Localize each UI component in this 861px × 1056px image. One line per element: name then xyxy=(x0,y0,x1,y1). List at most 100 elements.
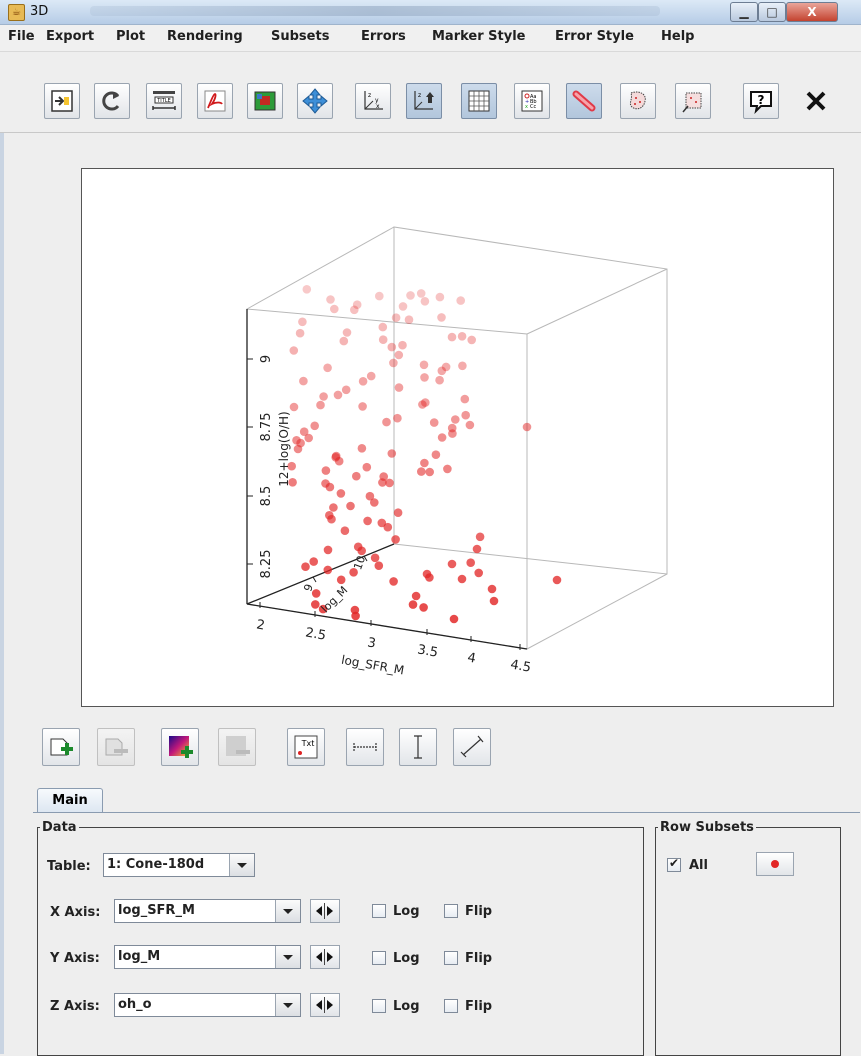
maximize-button[interactable]: □ xyxy=(758,2,786,22)
title-button[interactable]: TITLE xyxy=(146,83,182,119)
menu-rendering[interactable]: Rendering xyxy=(167,29,243,44)
replot-icon xyxy=(102,91,120,111)
z-axis-swap-button[interactable] xyxy=(310,993,340,1017)
x-axis-swap-button[interactable] xyxy=(310,899,340,923)
y-axis-label: log_M xyxy=(319,584,351,616)
plot-area[interactable]: 8.25 8.5 8.75 9 12+log(O/H) 2 2.5 3 3.5 … xyxy=(81,168,834,707)
replot-button[interactable] xyxy=(94,83,130,119)
chevron-down-icon[interactable] xyxy=(275,994,300,1016)
help-button[interactable]: ? xyxy=(743,83,779,119)
image-export-button[interactable] xyxy=(247,83,283,119)
x-log-checkbox[interactable] xyxy=(372,904,386,918)
data-point xyxy=(311,600,320,609)
data-point xyxy=(391,535,400,544)
menu-bar: File Export Plot Rendering Subsets Error… xyxy=(0,25,861,52)
data-point xyxy=(465,420,475,430)
antialias-button[interactable] xyxy=(566,83,602,119)
menu-marker-style[interactable]: Marker Style xyxy=(432,29,526,44)
data-point xyxy=(349,568,358,577)
new-window-button[interactable] xyxy=(44,83,80,119)
blob-subset-button[interactable] xyxy=(675,83,711,119)
antialias-icon xyxy=(572,90,596,112)
remove-dataset-button[interactable] xyxy=(97,728,135,766)
pdf-export-button[interactable] xyxy=(197,83,233,119)
data-point xyxy=(418,400,427,409)
data-markers xyxy=(287,285,562,624)
remove-auxiliary-button[interactable] xyxy=(218,728,256,766)
z-tick-label: 9 xyxy=(259,355,274,363)
data-point xyxy=(287,461,296,471)
grid-icon xyxy=(468,90,490,112)
data-group-legend: Data xyxy=(42,820,77,835)
axis-labels-button[interactable]: z y x xyxy=(355,83,391,119)
close-button[interactable] xyxy=(798,83,834,119)
data-point xyxy=(408,600,418,609)
data-point xyxy=(336,489,346,498)
subset-all-checkbox[interactable] xyxy=(667,856,681,872)
legend-button[interactable]: Aa + Bb x Cc xyxy=(514,83,550,119)
data-point xyxy=(466,558,476,567)
rescale-button[interactable] xyxy=(297,83,333,119)
data-point xyxy=(342,328,352,337)
xy-range-button[interactable] xyxy=(453,728,491,766)
axes-button[interactable]: z xyxy=(406,83,442,119)
z-tick-label: 8.75 xyxy=(259,413,274,442)
z-axis-select[interactable]: oh_o xyxy=(114,993,301,1017)
menu-errors[interactable]: Errors xyxy=(361,29,406,44)
data-point xyxy=(411,591,421,601)
add-dataset-button[interactable] xyxy=(42,728,80,766)
z-flip-checkbox[interactable] xyxy=(444,999,458,1013)
x-flip-checkbox[interactable] xyxy=(444,904,458,918)
x-tick-label: 2 xyxy=(255,617,266,633)
data-point xyxy=(346,501,355,511)
x-log-label: Log xyxy=(393,904,420,919)
y-axis-swap-button[interactable] xyxy=(310,945,340,969)
y-flip-checkbox[interactable] xyxy=(444,951,458,965)
window-close-button[interactable]: X xyxy=(786,2,838,22)
menu-help[interactable]: Help xyxy=(661,29,695,44)
menu-subsets[interactable]: Subsets xyxy=(271,29,330,44)
axis-labels-icon: z y x xyxy=(364,91,383,110)
data-point xyxy=(451,415,460,424)
minimize-button[interactable]: ▁ xyxy=(730,2,758,22)
menu-file[interactable]: File xyxy=(8,29,35,44)
table-select[interactable]: 1: Cone-180d xyxy=(103,853,255,877)
xy-range-icon xyxy=(460,735,484,758)
data-point xyxy=(298,317,307,327)
menu-export[interactable]: Export xyxy=(46,29,95,44)
y-axis-select[interactable]: log_M xyxy=(114,945,301,969)
grid-button[interactable] xyxy=(461,83,497,119)
y-log-checkbox[interactable] xyxy=(372,951,386,965)
remove-dataset-icon xyxy=(105,738,128,756)
menu-plot[interactable]: Plot xyxy=(116,29,146,44)
text-label-button[interactable]: Txt xyxy=(287,728,325,766)
data-point xyxy=(437,313,446,322)
data-point xyxy=(292,436,301,445)
data-point xyxy=(352,471,361,481)
x-axis-select-value: log_SFR_M xyxy=(118,903,195,918)
draw-subset-button[interactable] xyxy=(620,83,656,119)
add-auxiliary-button[interactable] xyxy=(161,728,199,766)
svg-text:x: x xyxy=(376,103,380,110)
z-axis-label: 12+log(O/H) xyxy=(277,411,291,487)
data-point xyxy=(375,291,384,301)
chevron-down-icon[interactable] xyxy=(275,946,300,968)
x-range-button[interactable] xyxy=(346,728,384,766)
svg-text:Aa: Aa xyxy=(530,94,536,100)
y-range-button[interactable] xyxy=(399,728,437,766)
data-point xyxy=(295,328,305,338)
z-log-checkbox[interactable] xyxy=(372,999,386,1013)
tab-main[interactable]: Main xyxy=(37,788,103,813)
data-point xyxy=(326,295,335,304)
data-point xyxy=(420,373,429,382)
axes xyxy=(246,309,528,650)
chevron-down-icon[interactable] xyxy=(229,854,254,876)
x-axis-select[interactable]: log_SFR_M xyxy=(114,899,301,923)
y-log-label: Log xyxy=(393,951,420,966)
blob-subset-icon xyxy=(682,92,702,113)
subset-style-button[interactable] xyxy=(756,852,794,876)
data-point xyxy=(460,394,470,404)
data-point xyxy=(325,482,335,492)
menu-error-style[interactable]: Error Style xyxy=(555,29,634,44)
chevron-down-icon[interactable] xyxy=(275,900,300,922)
